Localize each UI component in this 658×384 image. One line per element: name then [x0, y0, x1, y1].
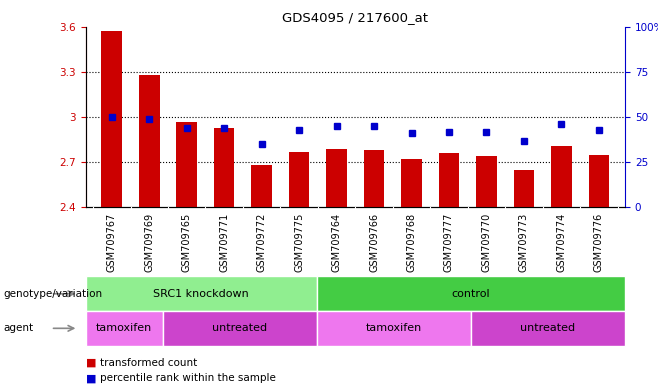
Bar	[86, 311, 163, 346]
Text: agent: agent	[3, 323, 34, 333]
Bar	[316, 276, 625, 311]
Bar	[439, 153, 459, 207]
Bar	[476, 156, 497, 207]
Bar	[326, 149, 347, 207]
Bar	[176, 122, 197, 207]
Text: percentile rank within the sample: percentile rank within the sample	[100, 373, 276, 383]
Text: GSM709777: GSM709777	[444, 213, 454, 272]
Text: genotype/variation: genotype/variation	[3, 289, 103, 299]
Text: GSM709774: GSM709774	[557, 213, 567, 272]
Text: GSM709770: GSM709770	[482, 213, 492, 272]
Text: control: control	[451, 289, 490, 299]
Bar	[514, 170, 534, 207]
Text: GSM709776: GSM709776	[594, 213, 604, 272]
Text: GSM709775: GSM709775	[294, 213, 304, 272]
Text: tamoxifen: tamoxifen	[366, 323, 422, 333]
Bar	[163, 311, 316, 346]
Text: ■: ■	[86, 358, 96, 368]
Bar	[101, 31, 122, 207]
Bar	[364, 150, 384, 207]
Text: GSM709765: GSM709765	[182, 213, 191, 272]
Text: SRC1 knockdown: SRC1 knockdown	[153, 289, 249, 299]
Bar	[588, 155, 609, 207]
Bar	[289, 152, 309, 207]
Bar	[551, 146, 572, 207]
Text: untreated: untreated	[520, 323, 576, 333]
Bar	[471, 311, 625, 346]
Text: GSM709768: GSM709768	[407, 213, 417, 272]
Title: GDS4095 / 217600_at: GDS4095 / 217600_at	[282, 11, 428, 24]
Bar	[401, 159, 422, 207]
Text: transformed count: transformed count	[100, 358, 197, 368]
Bar	[251, 165, 272, 207]
Text: GSM709766: GSM709766	[369, 213, 379, 272]
Text: GSM709771: GSM709771	[219, 213, 229, 272]
Bar	[139, 75, 159, 207]
Bar	[316, 311, 471, 346]
Text: GSM709772: GSM709772	[257, 213, 266, 272]
Bar	[214, 127, 234, 207]
Text: GSM709764: GSM709764	[332, 213, 342, 272]
Text: GSM709769: GSM709769	[144, 213, 154, 272]
Text: GSM709773: GSM709773	[519, 213, 529, 272]
Bar	[86, 276, 316, 311]
Text: ■: ■	[86, 373, 96, 383]
Text: tamoxifen: tamoxifen	[96, 323, 152, 333]
Text: untreated: untreated	[212, 323, 267, 333]
Text: GSM709767: GSM709767	[107, 213, 116, 272]
